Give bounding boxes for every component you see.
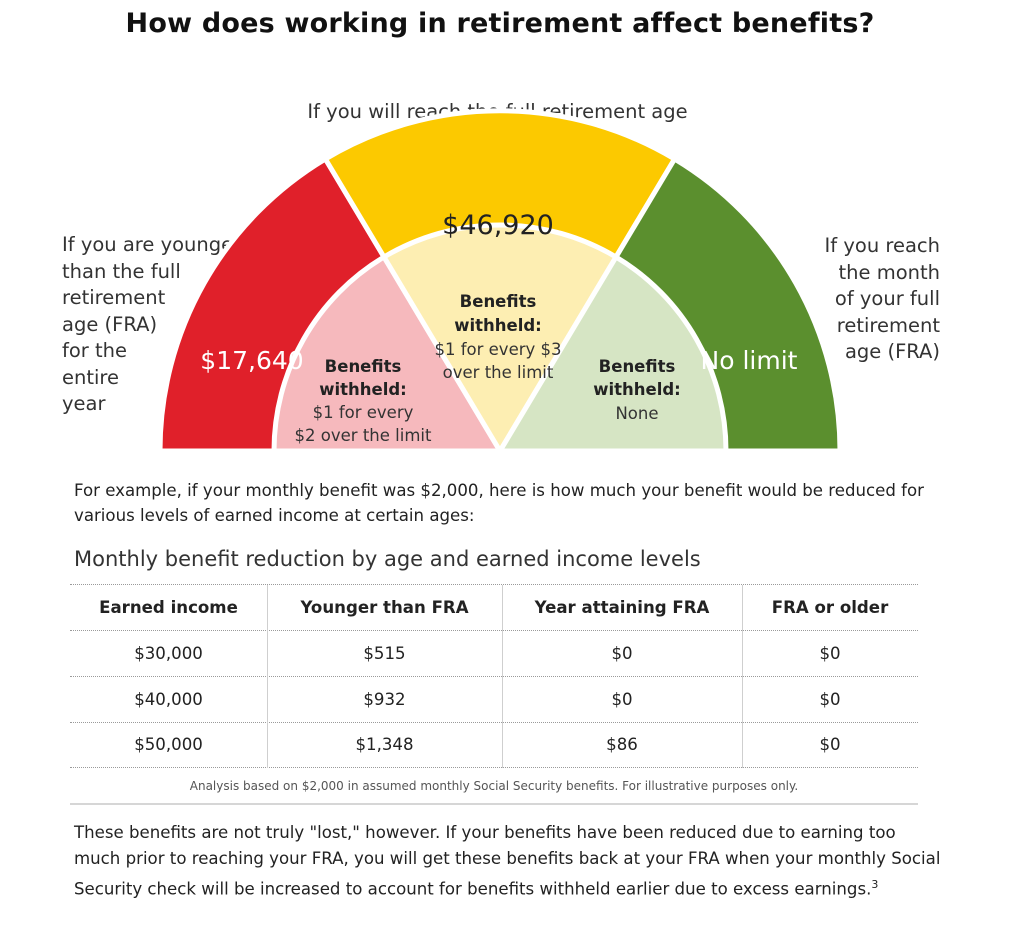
table-cell: $515	[363, 644, 406, 663]
left-label-line: for the	[62, 339, 128, 362]
table-bottom-rule	[70, 803, 918, 805]
gauge-right-label: If you reach the month of your full reti…	[760, 233, 940, 366]
table-rule	[70, 767, 918, 768]
limit-label-fra-year: $46,920	[442, 210, 554, 241]
table-header-fra-older: FRA or older	[771, 598, 889, 617]
limit-label-younger: $17,640	[200, 346, 303, 375]
withheld-heading-younger: withheld:	[319, 380, 407, 399]
left-label-line: age (FRA)	[62, 312, 158, 336]
table-cell: $0	[819, 690, 841, 709]
withheld-text-fra-month: None	[615, 404, 658, 423]
gauge-left-label: If you are younger than the full retirem…	[62, 232, 262, 418]
withheld-text-fra-year: over the limit	[443, 363, 554, 382]
table-header-earned-income: Earned income	[99, 598, 238, 617]
table-footnote: Analysis based on $2,000 in assumed mont…	[189, 779, 799, 793]
table-cell: $1,348	[355, 735, 414, 754]
table-cell: $932	[363, 690, 406, 709]
right-label-line: the month	[838, 260, 941, 284]
limit-label-fra-month: No limit	[701, 346, 798, 375]
footnote-marker: 3	[871, 878, 879, 891]
benefits-gauge: $17,640 $46,920 No limit Benefits withhe…	[157, 108, 843, 454]
left-label-line: entire	[62, 365, 120, 389]
right-label-line: of your full	[834, 287, 940, 310]
table-rule	[70, 676, 918, 677]
table-header-younger: Younger than FRA	[300, 598, 469, 617]
table-cell: $0	[611, 690, 633, 709]
right-label-line: age (FRA)	[844, 340, 940, 363]
left-label-line: than the full	[62, 259, 181, 283]
table-cell: $0	[819, 735, 841, 754]
table-cell: $0	[611, 644, 633, 663]
table-column-divider	[742, 585, 743, 768]
outro-text: These benefits are not truly "lost," how…	[74, 823, 941, 899]
withheld-text-younger: $1 for every	[313, 403, 414, 422]
withheld-heading-younger: Benefits	[325, 357, 402, 376]
table-cell: $86	[606, 735, 638, 754]
outro-paragraph: These benefits are not truly "lost," how…	[74, 820, 944, 903]
table-title: Monthly benefit reduction by age and ear…	[74, 547, 701, 571]
table-rule	[70, 584, 918, 585]
left-label-line: year	[62, 392, 106, 415]
table-cell: $0	[819, 644, 841, 663]
right-label-line: If you reach	[824, 234, 940, 257]
withheld-heading-fra-year: withheld:	[454, 316, 542, 335]
table-cell: $40,000	[134, 690, 203, 709]
right-label-line: retirement	[836, 313, 940, 337]
table-rule	[70, 722, 918, 723]
left-label-line: If you are younger	[62, 233, 242, 256]
table-column-divider	[267, 585, 268, 768]
left-label-line: retirement	[62, 286, 166, 309]
table-cell: $30,000	[134, 644, 203, 663]
withheld-heading-fra-month: Benefits	[599, 357, 676, 376]
intro-paragraph: For example, if your monthly benefit was…	[74, 481, 924, 525]
withheld-heading-fra-year: Benefits	[460, 292, 537, 311]
withheld-heading-fra-month: withheld:	[593, 380, 681, 399]
withheld-text-fra-year: $1 for every $3	[434, 340, 561, 359]
gauge-inner-younger	[271, 254, 503, 454]
table-column-divider	[502, 585, 503, 768]
page-title: How does working in retirement affect be…	[125, 8, 875, 39]
gauge-inner-fra-month	[497, 254, 729, 454]
table-cell: $50,000	[134, 735, 203, 754]
gauge-inner-fra-year	[381, 222, 619, 454]
table-rule	[70, 630, 918, 631]
table-header-fra-year: Year attaining FRA	[534, 598, 710, 617]
withheld-text-younger: $2 over the limit	[295, 426, 432, 445]
